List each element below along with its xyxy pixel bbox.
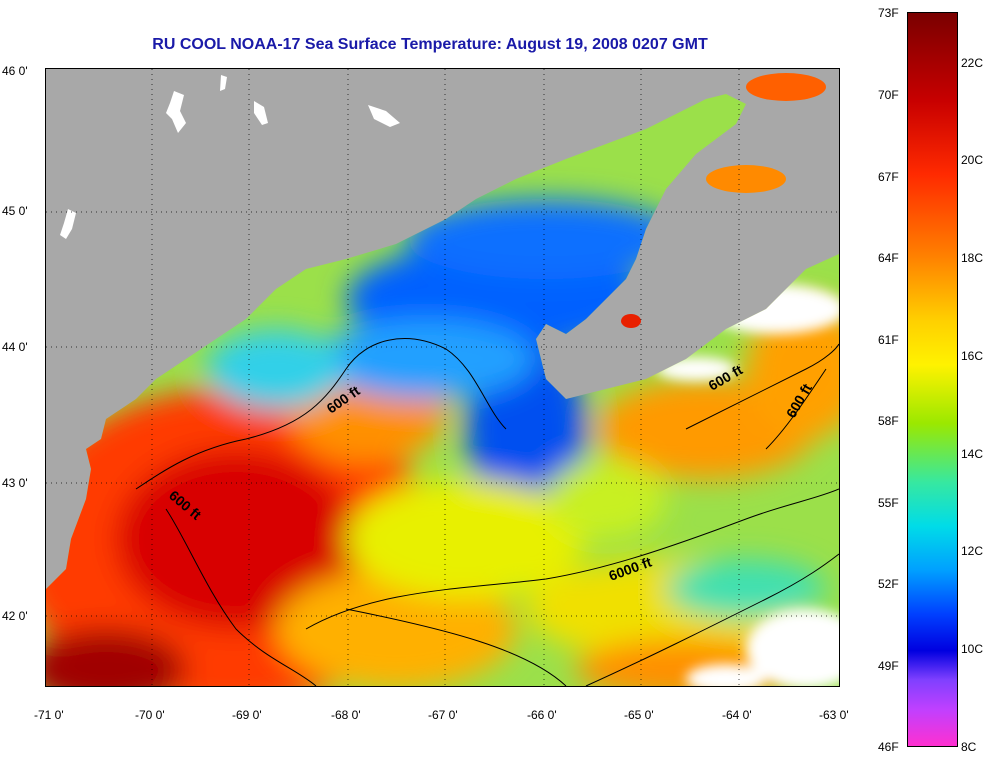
colorbar-label-67f: 67F — [878, 170, 899, 184]
lat-tick-44: 44 0' — [2, 340, 28, 354]
lon-tick-65: -65 0' — [624, 708, 654, 722]
colorbar-label-70f: 70F — [878, 88, 899, 102]
lon-tick-64: -64 0' — [722, 708, 752, 722]
colorbar-label-55f: 55F — [878, 496, 899, 510]
colorbar-label-12c: 12C — [961, 544, 984, 558]
colorbar-label-46f: 46F — [878, 740, 899, 754]
colorbar-label-16c: 16C — [961, 349, 984, 363]
colorbar-label-10c: 10C — [961, 642, 984, 656]
lat-tick-46: 46 0' — [2, 64, 28, 78]
lat-tick-43: 43 0' — [2, 476, 28, 490]
lon-tick-71: -71 0' — [34, 708, 64, 722]
depth-contours — [135, 338, 839, 686]
lon-tick-68: -68 0' — [331, 708, 361, 722]
colorbar-label-58f: 58F — [878, 414, 899, 428]
colorbar-label-49f: 49F — [878, 659, 899, 673]
colorbar-label-14c: 14C — [961, 447, 984, 461]
colorbar-label-64f: 64F — [878, 251, 899, 265]
lat-tick-45: 45 0' — [2, 204, 28, 218]
sst-map-graphic: 600 ft 600 ft 600 ft 600 ft 6000 ft — [46, 69, 839, 686]
temperature-colorbar — [907, 12, 958, 747]
lon-tick-69: -69 0' — [232, 708, 262, 722]
colorbar-label-61f: 61F — [878, 333, 899, 347]
colorbar-label-20c: 20C — [961, 153, 984, 167]
lat-tick-42: 42 0' — [2, 609, 28, 623]
colorbar-label-52f: 52F — [878, 577, 899, 591]
map-title: RU COOL NOAA-17 Sea Surface Temperature:… — [152, 36, 708, 53]
colorbar-label-18c: 18C — [961, 251, 984, 265]
colorbar-label-73f: 73F — [878, 6, 899, 20]
lon-tick-66: -66 0' — [527, 708, 557, 722]
lon-tick-63: -63 0' — [819, 708, 849, 722]
colorbar-label-22c: 22C — [961, 56, 984, 70]
colorbar-label-8c: 8C — [961, 740, 977, 754]
sst-map: 600 ft 600 ft 600 ft 600 ft 6000 ft — [45, 68, 840, 687]
lon-tick-67: -67 0' — [428, 708, 458, 722]
lon-tick-70: -70 0' — [135, 708, 165, 722]
